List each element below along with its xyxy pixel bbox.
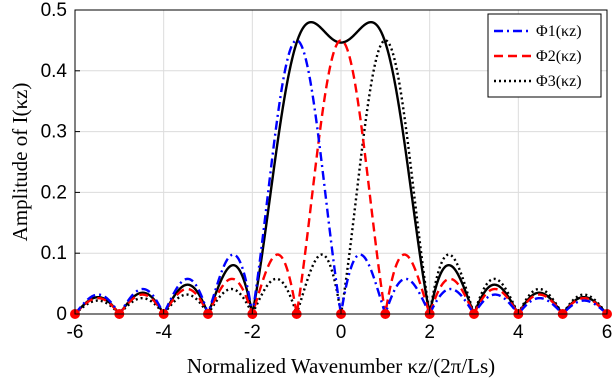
x-axis-label: Normalized Wavenumber κz/(2π/Ls) — [187, 354, 495, 378]
y-tick-label: 0.5 — [41, 0, 67, 21]
x-tick-label: -4 — [155, 322, 172, 343]
y-tick-label: 0 — [56, 304, 67, 325]
legend-label: Φ1(κz) — [536, 23, 582, 40]
y-axis-label: Amplitude of I(κz) — [8, 83, 32, 242]
legend-label: Φ2(κz) — [536, 48, 582, 65]
x-tick-label: 2 — [424, 322, 435, 343]
legend-box — [487, 13, 602, 98]
legend: Φ1(κz) Φ2(κz) Φ3(κz) — [487, 13, 602, 98]
x-tick-label: 0 — [336, 322, 347, 343]
y-tick-label: 0.2 — [41, 182, 67, 203]
ticks: -6 -4 -2 0 2 4 6 0 0.1 0.2 0.3 0.4 0.5 — [41, 0, 613, 343]
y-tick-label: 0.1 — [41, 243, 67, 264]
x-tick-label: -2 — [244, 322, 261, 343]
y-tick-label: 0.3 — [41, 122, 67, 143]
x-tick-label: -6 — [67, 322, 84, 343]
x-tick-label: 4 — [513, 322, 524, 343]
x-tick-label: 6 — [602, 322, 613, 343]
y-tick-label: 0.4 — [41, 61, 68, 82]
legend-label: Φ3(κz) — [536, 73, 582, 90]
